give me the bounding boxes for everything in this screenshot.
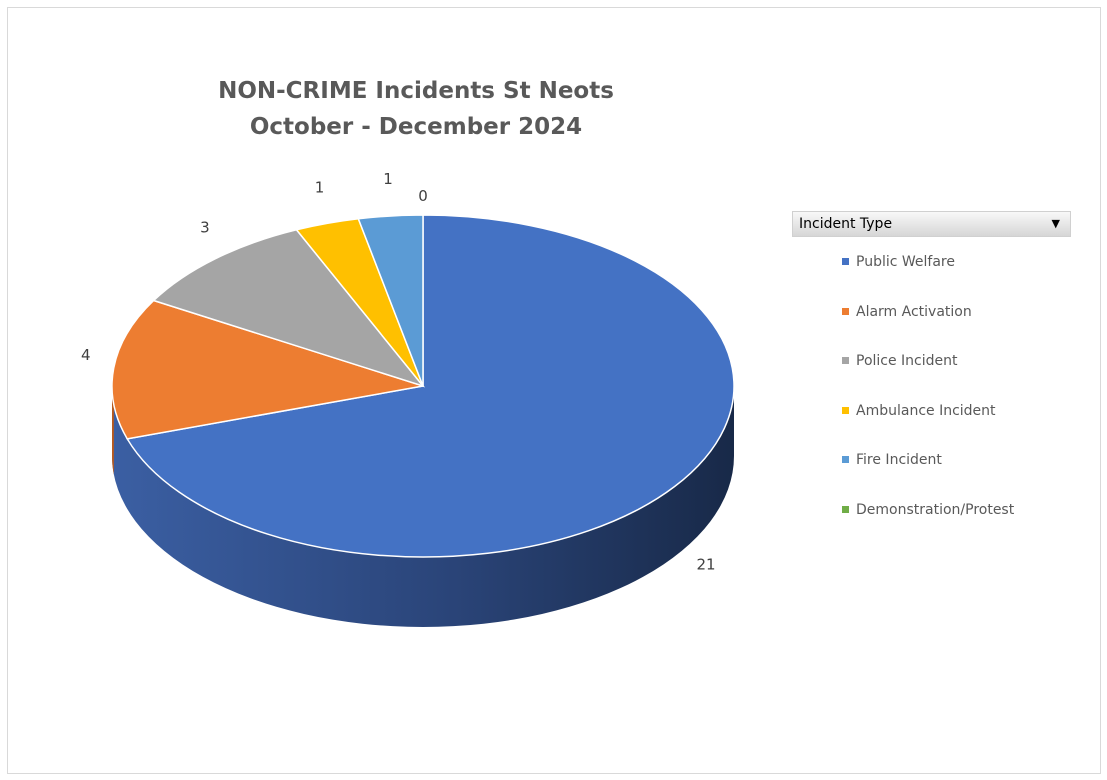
pie-side-alarm [112, 386, 114, 475]
pie-side [112, 386, 734, 627]
legend-swatch [842, 258, 849, 265]
chart-title: NON-CRIME Incidents St Neots [218, 78, 614, 104]
data-label-police-incident: 3 [200, 219, 210, 237]
legend-label: Police Incident [856, 353, 958, 369]
legend-swatch [842, 456, 849, 463]
legend-item-alarm-activation: Alarm Activation [842, 302, 972, 322]
pie-slices [111, 214, 735, 558]
legend-swatch [842, 307, 849, 315]
legend-label: Alarm Activation [856, 303, 972, 320]
pie-slice-police-incident[interactable] [152, 228, 426, 388]
data-label-public-welfare: 21 [696, 555, 715, 573]
legend-label: Ambulance Incident [856, 402, 996, 419]
legend-item-fire-incident: Fire Incident [842, 450, 942, 470]
dropdown-arrow-icon[interactable]: ▼ [1051, 217, 1060, 230]
pie-slice-fire-incident[interactable] [357, 214, 424, 387]
legend-item-police-incident: Police Incident [842, 351, 958, 371]
legend-filter-dropdown[interactable]: Incident Type ▼ [792, 211, 1071, 237]
pie-slice-public-welfare[interactable] [126, 214, 735, 558]
legend-label: Demonstration/Protest [856, 501, 1015, 518]
data-label-fire-incident: 1 [383, 170, 393, 188]
data-labels: 21 4 3 1 1 0 [81, 170, 716, 573]
data-label-alarm-activation: 4 [81, 346, 91, 364]
legend-item-public-welfare: Public Welfare [842, 252, 955, 272]
pie-slice-alarm-activation[interactable] [111, 299, 424, 440]
legend-label: Fire Incident [856, 452, 942, 468]
data-label-demonstration-protest: 0 [418, 187, 428, 205]
legend-item-demonstration-protest: Demonstration/Protest [842, 500, 1014, 520]
legend-label: Public Welfare [856, 254, 955, 270]
chart-subtitle: October - December 2024 [249, 114, 583, 140]
legend-swatch [842, 406, 849, 414]
data-label-ambulance-incident: 1 [315, 178, 325, 196]
legend-header-label: Incident Type [799, 216, 893, 232]
legend-swatch [842, 505, 849, 513]
legend-item-ambulance-incident: Ambulance Incident [842, 401, 996, 421]
legend-swatch [842, 357, 849, 364]
pie-depth [112, 386, 734, 627]
